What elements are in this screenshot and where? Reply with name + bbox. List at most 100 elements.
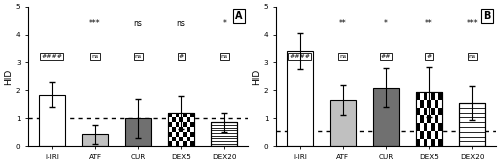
Text: ##: ## xyxy=(380,54,391,59)
Bar xyxy=(172,117,176,122)
Y-axis label: HID: HID xyxy=(4,68,13,85)
Bar xyxy=(180,141,183,146)
Bar xyxy=(172,113,176,117)
Bar xyxy=(416,92,442,146)
Bar xyxy=(186,132,190,137)
Bar xyxy=(459,103,485,146)
Bar xyxy=(420,92,424,100)
Bar xyxy=(330,100,356,146)
Bar xyxy=(186,127,190,132)
Text: **: ** xyxy=(425,19,433,28)
Bar xyxy=(459,103,485,146)
Bar xyxy=(176,137,180,141)
Bar xyxy=(427,115,431,123)
Bar xyxy=(438,100,442,108)
Bar xyxy=(424,92,427,100)
Bar xyxy=(183,122,186,127)
Text: **: ** xyxy=(339,19,347,28)
Text: *: * xyxy=(384,19,388,28)
Bar xyxy=(424,123,427,131)
Bar xyxy=(176,122,180,127)
Text: A: A xyxy=(236,11,243,21)
Bar xyxy=(212,123,237,146)
Bar xyxy=(176,127,180,132)
Bar xyxy=(427,108,431,115)
Bar xyxy=(420,123,424,131)
Bar xyxy=(438,131,442,139)
Bar xyxy=(176,132,180,137)
Bar xyxy=(183,127,186,132)
Bar xyxy=(168,117,172,122)
Bar xyxy=(424,108,427,115)
Bar xyxy=(431,92,434,100)
Bar xyxy=(183,141,186,146)
Bar xyxy=(190,137,194,141)
Bar xyxy=(420,108,424,115)
Bar xyxy=(176,141,180,146)
Bar xyxy=(416,108,420,115)
Bar xyxy=(438,139,442,146)
Bar xyxy=(168,113,194,146)
Bar xyxy=(434,115,438,123)
Text: ns: ns xyxy=(176,19,186,28)
Bar xyxy=(434,131,438,139)
Bar xyxy=(183,113,186,117)
Bar xyxy=(420,100,424,108)
Bar xyxy=(427,92,431,100)
Bar xyxy=(183,132,186,137)
Bar xyxy=(416,92,420,100)
Bar xyxy=(180,137,183,141)
Bar xyxy=(180,113,183,117)
Text: ns: ns xyxy=(134,54,141,59)
Bar xyxy=(172,137,176,141)
Bar xyxy=(424,131,427,139)
Bar xyxy=(183,117,186,122)
Bar xyxy=(168,122,172,127)
Bar xyxy=(172,132,176,137)
Bar xyxy=(420,131,424,139)
Bar xyxy=(39,95,65,146)
Bar xyxy=(168,113,172,117)
Text: ***: *** xyxy=(466,19,478,28)
Text: ***: *** xyxy=(89,19,101,28)
Bar xyxy=(180,117,183,122)
Text: ns: ns xyxy=(468,54,476,59)
Bar xyxy=(438,108,442,115)
Bar xyxy=(416,123,420,131)
Bar xyxy=(190,117,194,122)
Bar xyxy=(186,137,190,141)
Bar xyxy=(416,115,420,123)
Bar xyxy=(427,100,431,108)
Bar xyxy=(180,132,183,137)
Bar xyxy=(82,134,108,146)
Bar xyxy=(431,123,434,131)
Text: #: # xyxy=(426,54,432,59)
Text: ####: #### xyxy=(290,54,310,59)
Text: ns: ns xyxy=(220,54,228,59)
Bar xyxy=(434,100,438,108)
Bar xyxy=(434,108,438,115)
Bar xyxy=(168,132,172,137)
Bar xyxy=(172,122,176,127)
Bar xyxy=(287,51,312,146)
Bar xyxy=(427,123,431,131)
Bar xyxy=(168,127,172,132)
Bar xyxy=(186,141,190,146)
Bar xyxy=(424,139,427,146)
Bar xyxy=(186,113,190,117)
Bar xyxy=(190,113,194,117)
Bar xyxy=(431,139,434,146)
Text: *: * xyxy=(222,19,226,28)
Bar xyxy=(438,115,442,123)
Bar xyxy=(190,127,194,132)
Bar xyxy=(416,92,442,146)
Bar xyxy=(212,123,237,146)
Bar xyxy=(180,122,183,127)
Bar xyxy=(438,123,442,131)
Bar xyxy=(168,113,194,146)
Text: ####: #### xyxy=(42,54,62,59)
Bar xyxy=(431,108,434,115)
Bar xyxy=(172,141,176,146)
Bar xyxy=(416,100,420,108)
Bar xyxy=(431,100,434,108)
